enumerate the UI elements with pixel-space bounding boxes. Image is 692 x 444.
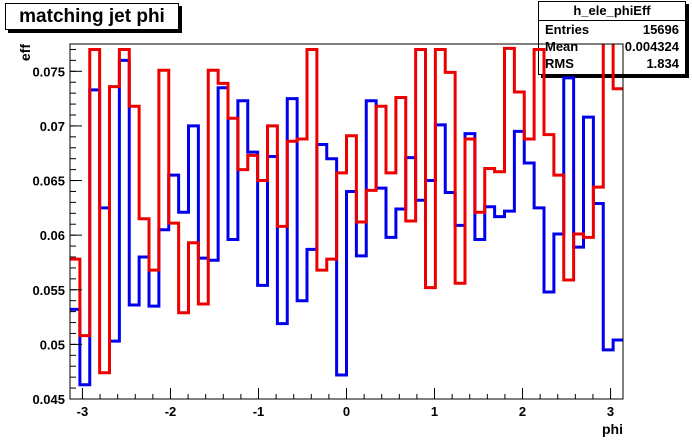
y-tick-label: 0.065 — [32, 174, 65, 189]
series-0-line — [70, 58, 623, 387]
series-1-line — [70, 44, 623, 375]
x-tick-label: 3 — [607, 404, 614, 419]
x-tick-label: -3 — [77, 404, 89, 419]
stats-row-rms: RMS 1.834 — [545, 56, 679, 74]
stats-label: Mean — [545, 39, 579, 54]
x-tick-label: -2 — [165, 404, 177, 419]
stats-histogram-name: h_ele_phiEff — [539, 3, 685, 21]
y-tick-label: 0.045 — [32, 392, 65, 407]
x-tick-label: 1 — [431, 404, 438, 419]
stats-box: h_ele_phiEff Entries 15696 Mean 0.004324… — [538, 1, 686, 75]
y-tick-label: 0.055 — [32, 283, 65, 298]
stats-label: RMS — [545, 56, 574, 71]
x-tick-label: -1 — [253, 404, 265, 419]
stats-row-entries: Entries 15696 — [545, 22, 679, 40]
y-axis-label: eff — [17, 44, 33, 61]
x-tick-label: 0 — [343, 404, 350, 419]
stats-label: Entries — [545, 22, 590, 37]
y-tick-label: 0.075 — [32, 64, 65, 79]
stats-value: 1.834 — [646, 56, 679, 71]
chart-title-box: matching jet phi — [5, 3, 179, 30]
x-axis-label: phi — [602, 421, 623, 437]
chart-title: matching jet phi — [19, 6, 165, 27]
y-tick-label: 0.05 — [40, 337, 65, 352]
x-tick-label: 2 — [519, 404, 526, 419]
stats-value: 15696 — [642, 22, 679, 37]
y-tick-label: 0.07 — [40, 119, 65, 134]
stats-value: 0.004324 — [624, 39, 679, 54]
stats-row-mean: Mean 0.004324 — [545, 39, 679, 57]
y-tick-label: 0.06 — [40, 228, 65, 243]
